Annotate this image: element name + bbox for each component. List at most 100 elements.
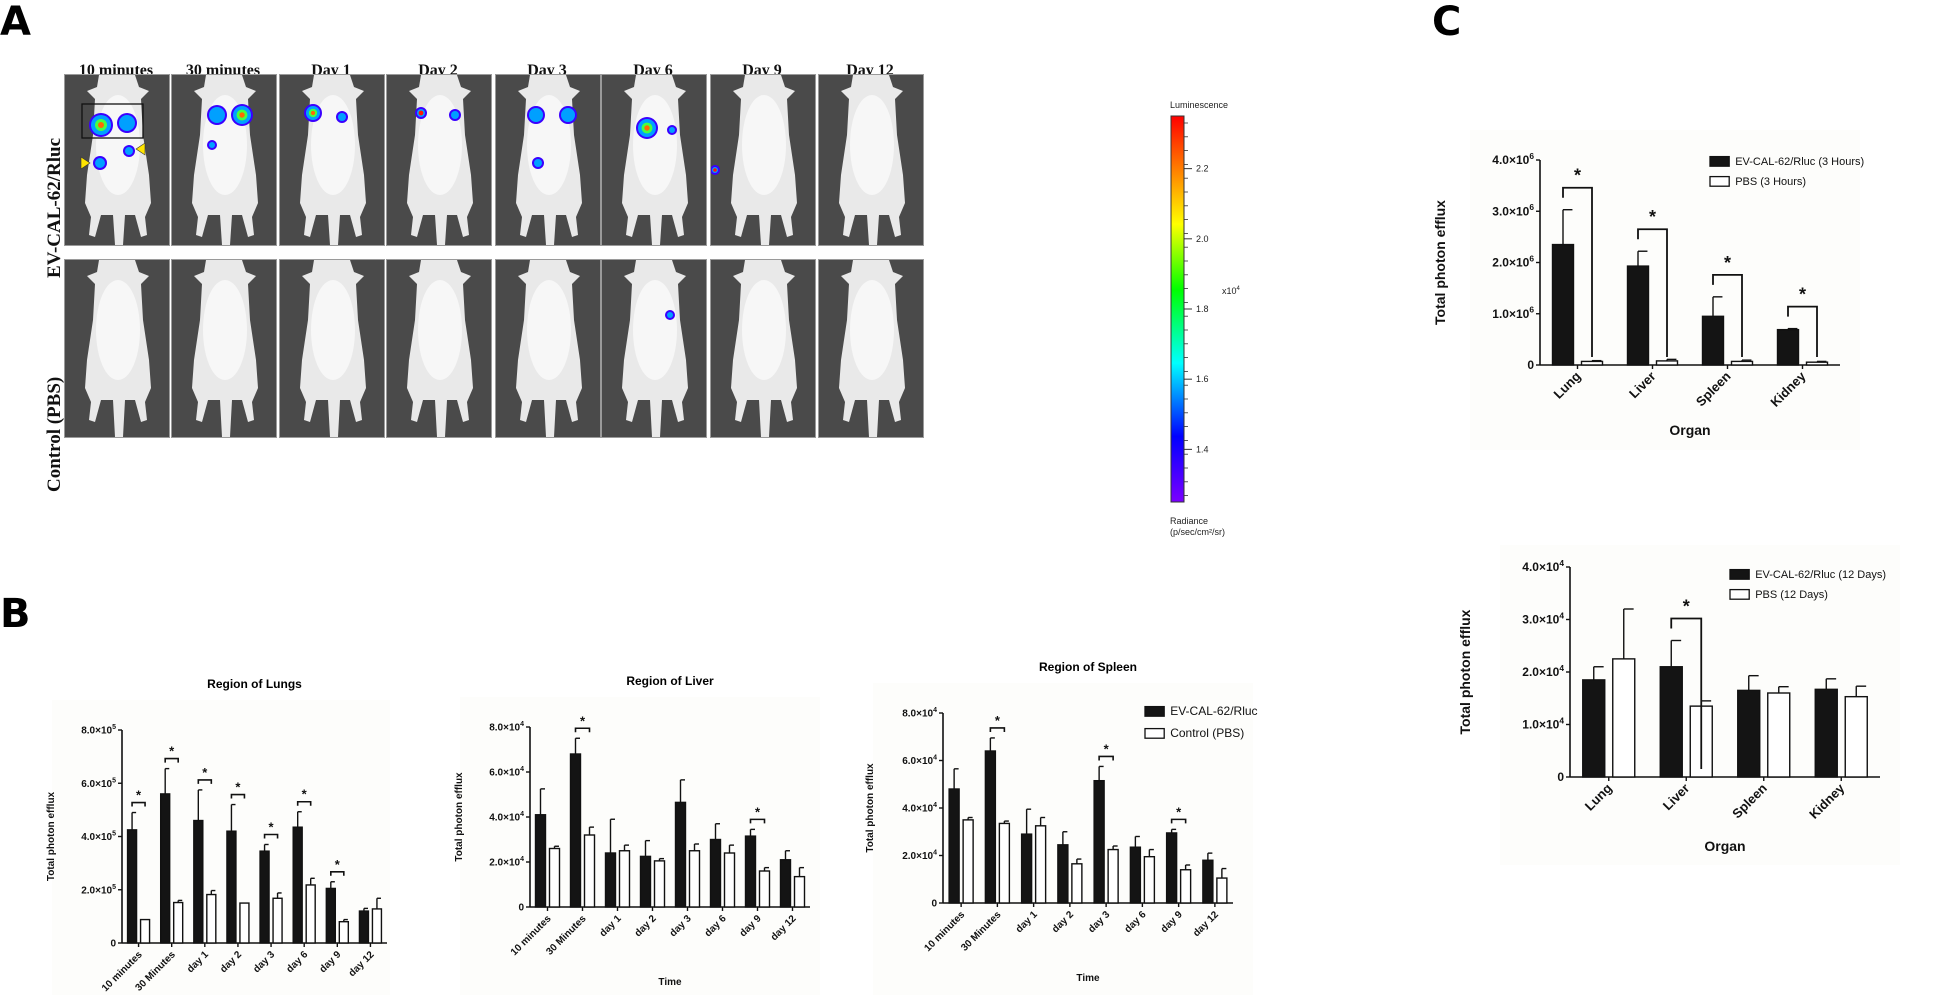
bar-treatment xyxy=(1814,688,1838,778)
bar-control xyxy=(723,852,736,908)
mouse-image xyxy=(495,74,601,246)
row-label-control: Control (PBS) xyxy=(44,376,65,492)
mouse-image xyxy=(386,259,492,438)
luminescence-colorbar: Luminescence 2.2 2.0 1.8 1.6 1.4 x104 Radian… xyxy=(1170,100,1280,545)
significance-bracket: * xyxy=(1098,741,1114,761)
bar-treatment xyxy=(226,830,237,944)
significance-star: * xyxy=(755,804,761,819)
legend-swatch xyxy=(1729,588,1750,600)
y-tick-label: 2.0×106 xyxy=(1492,253,1534,269)
mouse-silhouette xyxy=(839,75,905,245)
legend-label: PBS (12 Days) xyxy=(1755,589,1828,601)
significance-bracket: * xyxy=(296,787,312,806)
bar-treatment xyxy=(1020,833,1033,904)
bar-treatment xyxy=(984,750,997,904)
y-tick-label: 4.0×106 xyxy=(1492,151,1534,167)
panel-letter-a: A xyxy=(0,0,31,45)
significance-bracket: * xyxy=(1170,804,1187,824)
chart-region-of-lungs: Region of Lungs 0 2.0×105 4.0×105 6.0×105 8.0… xyxy=(46,677,390,995)
bar-treatment xyxy=(1093,779,1105,904)
y-tick-label: 4.0×104 xyxy=(1522,558,1564,574)
bar-treatment xyxy=(948,788,960,904)
y-tick-label: 8.0×104 xyxy=(489,721,524,734)
mouse-silhouette xyxy=(407,75,473,245)
bar-treatment xyxy=(1737,689,1761,778)
bar-treatment xyxy=(193,819,204,944)
bar-treatment xyxy=(1165,832,1178,904)
bar-control xyxy=(1844,695,1868,778)
significance-bracket: * xyxy=(989,713,1006,732)
bar-treatment xyxy=(1626,265,1650,366)
mouse-image xyxy=(601,74,707,246)
mouse-image xyxy=(171,74,277,246)
bar-control xyxy=(962,819,974,904)
x-axis-label: Time xyxy=(1076,973,1100,984)
significance-bracket: * xyxy=(1562,166,1593,357)
chart-title: Region of Lungs xyxy=(207,677,302,691)
legend-swatch xyxy=(1709,155,1730,167)
bar-treatment xyxy=(674,801,687,908)
legend-swatch xyxy=(1709,175,1730,187)
bar-control xyxy=(688,850,701,908)
significance-bracket: * xyxy=(1670,597,1703,769)
significance-star: * xyxy=(1104,741,1110,756)
bar-control xyxy=(272,897,283,944)
y-tick-label: 6.0×104 xyxy=(902,755,937,768)
bar-control xyxy=(653,860,666,908)
bar-control xyxy=(758,870,771,908)
legend-label: EV-CAL-62/Rluc xyxy=(1170,704,1257,718)
mouse-silhouette xyxy=(731,260,797,437)
bar-treatment xyxy=(1551,243,1575,366)
bar-control xyxy=(1179,869,1192,904)
chart-title: Region of Liver xyxy=(626,674,714,688)
mouse-silhouette xyxy=(80,75,151,245)
bar-treatment xyxy=(1129,846,1142,904)
mouse-silhouette xyxy=(839,260,905,437)
bar-control xyxy=(1216,877,1228,904)
bar-control xyxy=(1655,360,1679,366)
y-tick-label: 2.0×105 xyxy=(81,884,116,897)
arrowhead-marker xyxy=(80,156,91,170)
colorbar-unit-line2: (p/sec/cm²/sr) xyxy=(1170,527,1225,537)
bar-control xyxy=(793,875,806,908)
y-tick-label: 2.0×104 xyxy=(1522,663,1564,679)
y-axis-label: Total photon efflux xyxy=(46,791,57,881)
significance-bracket: * xyxy=(1712,253,1743,357)
bar-control xyxy=(1107,848,1119,904)
legend-label: EV-CAL-62/Rluc (3 Hours) xyxy=(1735,156,1864,168)
mouse-silhouette xyxy=(622,260,688,437)
bar-control xyxy=(998,822,1011,904)
legend-item: EV-CAL-62/Rluc (3 Hours) xyxy=(1709,155,1864,168)
bar-control xyxy=(1730,360,1754,366)
significance-star: * xyxy=(202,765,208,780)
colorbar-tick-label: 2.0 xyxy=(1196,234,1209,244)
y-tick-label: 4.0×104 xyxy=(902,802,937,815)
mouse-silhouette xyxy=(622,75,688,245)
y-axis-label: Total photon efflux xyxy=(865,763,876,853)
significance-bracket: * xyxy=(131,788,146,807)
mouse-silhouette xyxy=(711,75,797,245)
y-tick-label: 6.0×104 xyxy=(489,766,524,779)
y-tick-label: 0 xyxy=(1527,358,1534,372)
legend-item: Control (PBS) xyxy=(1144,726,1244,740)
mouse-image xyxy=(818,74,924,246)
y-axis-label: Total photon efflux xyxy=(1457,609,1473,734)
y-tick-label: 0 xyxy=(1557,770,1564,784)
panel-letter-c: C xyxy=(1432,0,1462,45)
mouse-image xyxy=(279,259,385,438)
legend-item: PBS (3 Hours) xyxy=(1709,175,1806,188)
bar-treatment xyxy=(358,910,370,944)
bar-treatment xyxy=(126,829,138,944)
bar-control xyxy=(371,908,383,944)
bar-treatment xyxy=(159,793,171,944)
bar-treatment xyxy=(709,838,722,908)
bar-treatment xyxy=(1776,328,1800,366)
y-tick-label: 2.0×104 xyxy=(902,850,937,863)
significance-star: * xyxy=(1574,166,1581,186)
legend-swatch xyxy=(1144,727,1165,739)
mouse-silhouette xyxy=(192,75,258,245)
mouse-image xyxy=(818,259,924,438)
mouse-silhouette xyxy=(407,260,473,437)
y-tick-label: 0 xyxy=(931,899,937,910)
significance-star: * xyxy=(1724,253,1731,273)
